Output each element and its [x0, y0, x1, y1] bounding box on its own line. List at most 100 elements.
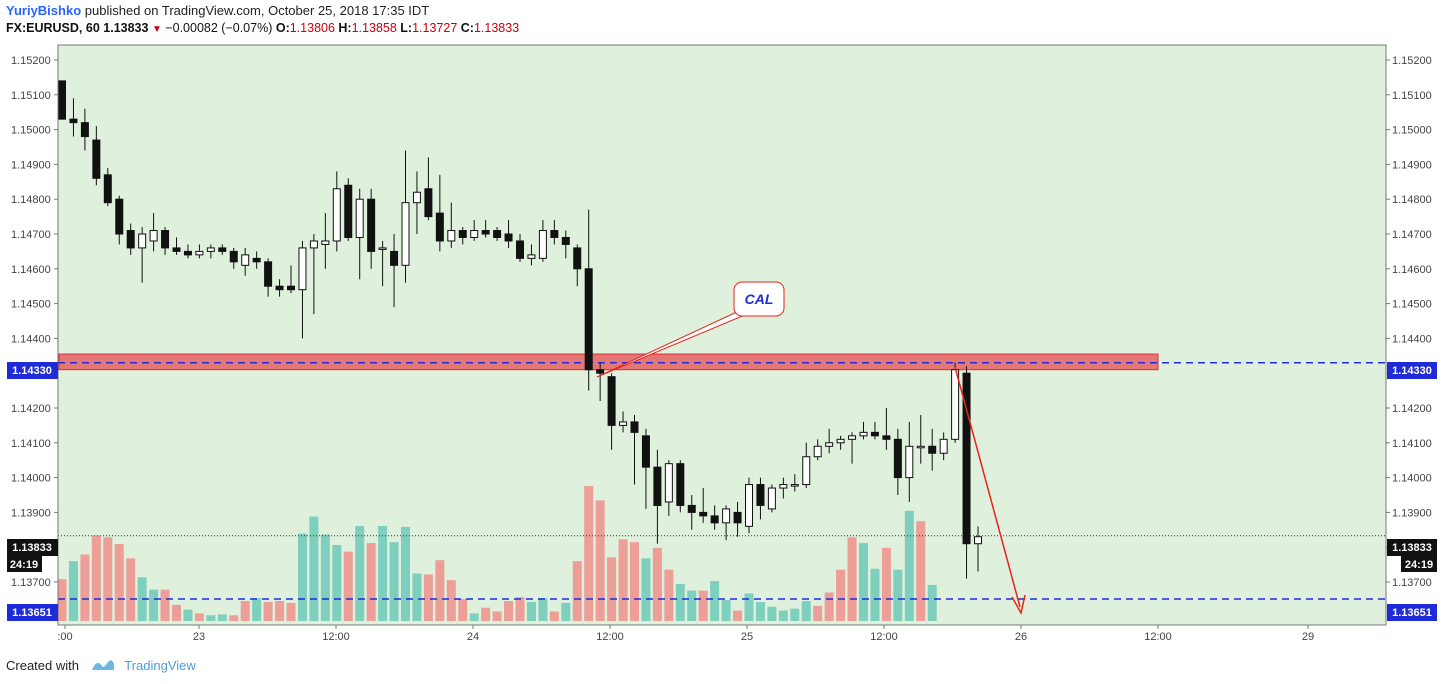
price-badges: 1.14330 1.14330 1.13833 24:19 1.13833 24…: [7, 362, 1437, 621]
candle-down: [733, 511, 742, 524]
y-tick-label-right: 1.15200: [1392, 55, 1432, 67]
candle-up: [859, 431, 868, 437]
callout-box[interactable]: [733, 281, 785, 317]
candle-down: [218, 247, 227, 252]
volume-layer: [57, 486, 937, 621]
volume-bar: [778, 610, 788, 621]
right-target-label: 1.13651: [1392, 607, 1432, 619]
candle-up: [355, 198, 364, 238]
candle-down: [962, 372, 971, 545]
y-tick-label-right: 1.14000: [1392, 473, 1432, 485]
candle-down: [893, 438, 902, 479]
candle-up: [195, 250, 204, 256]
volume-bar: [206, 615, 216, 621]
candle-down: [573, 247, 582, 270]
volume-bar: [68, 561, 78, 621]
volume-bar: [91, 535, 101, 621]
volume-bar: [595, 500, 605, 621]
tradingview-link[interactable]: TradingView: [124, 658, 196, 673]
x-tick-label: 12:00: [322, 631, 350, 643]
low-label: L:: [400, 21, 413, 35]
candle-down: [92, 139, 101, 179]
volume-bar: [870, 568, 880, 621]
volume-bar: [149, 589, 159, 621]
y-tick-label-left: 1.14800: [11, 194, 51, 206]
volume-bar: [641, 558, 651, 621]
right-last-label: 1.13833: [1392, 542, 1432, 554]
volume-bar: [836, 569, 846, 621]
candle-up: [447, 230, 456, 242]
volume-bar: [721, 600, 731, 621]
symbol-label: FX:EURUSD, 60: [6, 21, 100, 35]
left-last-badge: [7, 539, 58, 556]
close-value: 1.13833: [473, 21, 520, 35]
plot-background[interactable]: [58, 45, 1386, 625]
volume-bar: [355, 526, 365, 621]
candle-down: [344, 184, 353, 238]
volume-bar: [824, 592, 834, 621]
volume-bar: [492, 611, 502, 621]
candle-down: [584, 268, 593, 371]
resistance-zone[interactable]: [58, 353, 1159, 371]
forecast-arrow[interactable]: [954, 366, 1026, 616]
author-name[interactable]: YuriyBishko: [6, 3, 82, 18]
candle-up: [779, 484, 788, 489]
candle-down: [390, 250, 399, 266]
ohlc-legend: FX:EURUSD, 60 1.13833 ▼ −0.00082 (−0.07%…: [6, 21, 519, 35]
open-label: O:: [275, 21, 290, 35]
volume-bar: [744, 593, 754, 621]
candle-up: [802, 456, 811, 486]
candle-up: [298, 247, 307, 291]
candle-down: [928, 445, 937, 454]
volume-bar: [217, 614, 227, 621]
volume-bar: [229, 615, 239, 621]
high-value: 1.13858: [351, 21, 397, 35]
candle-up: [149, 230, 158, 242]
volume-bar: [526, 602, 536, 621]
volume-bar: [790, 608, 800, 621]
volume-bar: [801, 601, 811, 621]
candle-up: [916, 445, 925, 449]
candle-up: [951, 369, 960, 440]
volume-bar: [446, 580, 456, 621]
candle-down: [870, 431, 879, 437]
candle-up: [538, 230, 547, 259]
y-tick-label-left: 1.15200: [11, 55, 51, 67]
candle-down: [676, 463, 685, 506]
candle-down: [458, 230, 467, 238]
publish-line: YuriyBishko published on TradingView.com…: [6, 3, 429, 18]
volume-bar: [401, 526, 410, 621]
x-tick-label: 25: [741, 631, 753, 643]
volume-bar: [275, 601, 285, 621]
candle-down: [481, 230, 490, 235]
low-value: 1.13727: [412, 21, 458, 35]
candle-down: [252, 257, 261, 263]
candle-up: [309, 240, 318, 249]
candle-down: [58, 80, 66, 120]
y-tick-label-left: 1.14000: [11, 473, 51, 485]
candle-up: [745, 484, 753, 527]
y-tick-label-left: 1.13700: [11, 577, 51, 589]
volume-bar: [767, 606, 777, 621]
footer: Created with TradingView: [6, 658, 196, 675]
volume-bar: [504, 601, 514, 621]
candle-down: [115, 198, 124, 235]
right-target-badge: [1387, 604, 1437, 621]
volume-bar: [847, 537, 857, 621]
right-resistance-badge: [1387, 362, 1437, 379]
volume-bar: [378, 526, 388, 621]
volume-bar: [927, 584, 937, 621]
candle-down: [126, 230, 135, 249]
tradingview-logo-icon: [91, 658, 115, 675]
volume-bar: [904, 510, 914, 621]
volume-bar: [618, 539, 628, 621]
open-value: 1.13806: [289, 21, 335, 35]
volume-bar: [126, 558, 136, 621]
left-countdown-label: 24:19: [10, 559, 38, 571]
volume-bar: [572, 561, 582, 621]
callout[interactable]: CAL: [596, 281, 785, 378]
right-countdown-badge: [1401, 556, 1437, 572]
left-countdown-badge: [7, 556, 42, 572]
candle-down: [596, 369, 605, 374]
